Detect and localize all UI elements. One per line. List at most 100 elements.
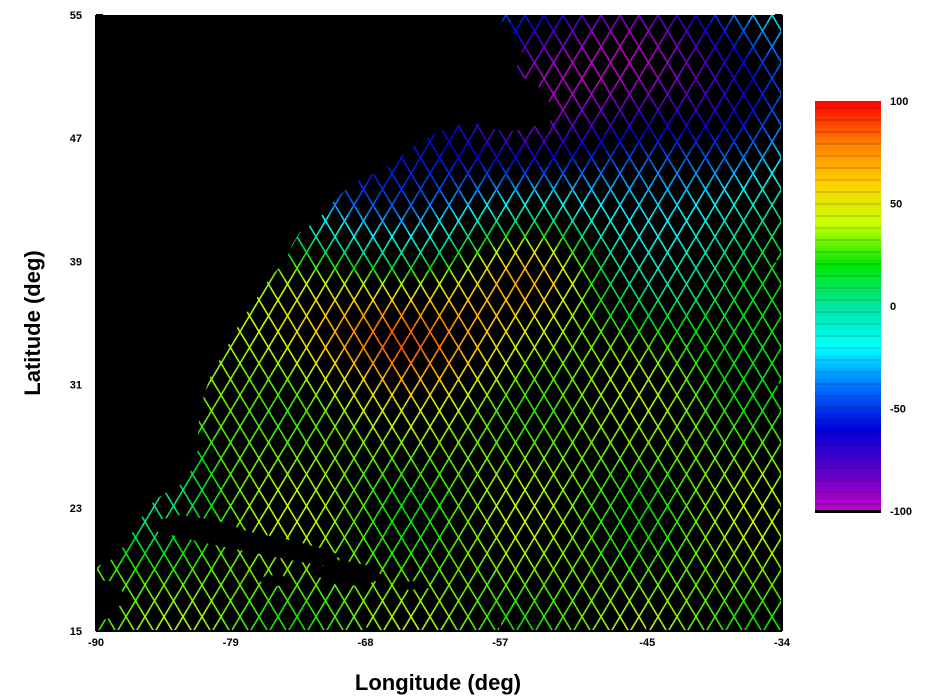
track-segment [351,326,358,336]
track-segment [82,543,87,551]
track-segment [402,222,409,232]
track-segment [441,302,448,312]
track-segment [680,622,687,631]
track-segment [562,38,569,48]
track-segment [197,550,205,560]
track-segment [337,254,344,264]
track-segment [744,350,752,360]
track-segment [384,414,391,424]
track-segment [739,310,747,320]
track-segment [534,126,541,136]
track-segment [484,486,491,496]
track-segment [676,38,683,48]
track-segment [379,342,386,352]
track-segment [436,310,444,320]
track-segment [546,590,554,600]
track-segment [513,182,520,192]
track-segment [686,126,693,136]
track-segment [393,414,400,424]
track-segment [383,222,390,232]
track-segment [518,238,525,248]
track-segment [218,486,225,496]
track-segment [269,430,277,440]
track-segment [289,446,296,456]
track-segment [551,534,558,544]
track-segment [591,62,598,72]
track-segment [126,542,133,552]
track-segment [446,326,453,336]
track-segment [198,486,205,496]
track-segment [496,190,504,200]
track-segment [336,334,343,344]
track-segment [407,390,415,400]
track-segment [748,230,756,240]
track-segment [553,62,560,72]
track-segment [659,366,666,376]
track-segment [469,398,476,408]
track-segment [260,302,267,312]
track-segment [489,286,496,296]
track-segment [237,550,245,560]
track-segment [213,510,221,520]
track-segment [418,150,426,160]
track-segment [680,126,687,136]
track-segment [685,30,693,40]
track-segment [303,342,310,352]
track-segment [140,614,147,624]
track-segment [727,542,734,552]
track-segment [269,462,276,472]
track-segment [705,62,712,72]
track-segment [633,15,640,24]
track-segment [375,286,382,296]
track-segment [152,502,159,512]
track-segment [723,30,731,40]
track-segment [573,222,580,232]
track-segment [138,542,145,552]
track-segment [639,142,646,152]
track-segment [96,438,97,439]
track-segment [593,270,601,280]
track-segment [278,510,286,520]
track-segment [450,350,458,360]
track-segment [241,350,249,360]
track-segment [686,94,693,104]
track-segment [364,350,372,360]
track-segment [570,182,577,192]
track-segment [594,174,601,184]
track-segment [398,438,405,448]
track-segment [411,542,418,552]
track-segment [489,526,496,536]
track-segment [418,214,425,224]
track-segment [523,198,530,208]
track-segment [403,382,410,392]
track-segment [511,214,518,224]
track-segment [686,190,694,200]
track-segment [791,15,796,23]
track-segment [319,622,326,631]
track-segment [432,558,439,568]
track-segment [156,510,164,520]
track-segment [714,38,721,48]
track-segment [280,526,287,536]
track-segment [204,462,211,472]
track-segment [534,190,542,200]
track-segment [532,502,539,512]
track-segment [553,158,560,168]
track-segment [274,390,282,400]
track-segment [307,254,314,264]
track-segment [85,295,90,303]
track-segment [451,190,459,200]
track-segment [716,430,724,440]
track-segment [298,478,305,488]
track-segment [412,478,419,488]
track-segment [242,558,249,568]
track-segment [655,518,662,528]
track-segment [745,382,752,392]
track-segment [609,86,616,96]
track-segment [512,438,519,448]
track-segment [639,174,646,184]
track-segment [660,462,667,472]
track-segment [551,278,558,288]
track-segment [711,294,718,304]
track-segment [591,158,598,168]
